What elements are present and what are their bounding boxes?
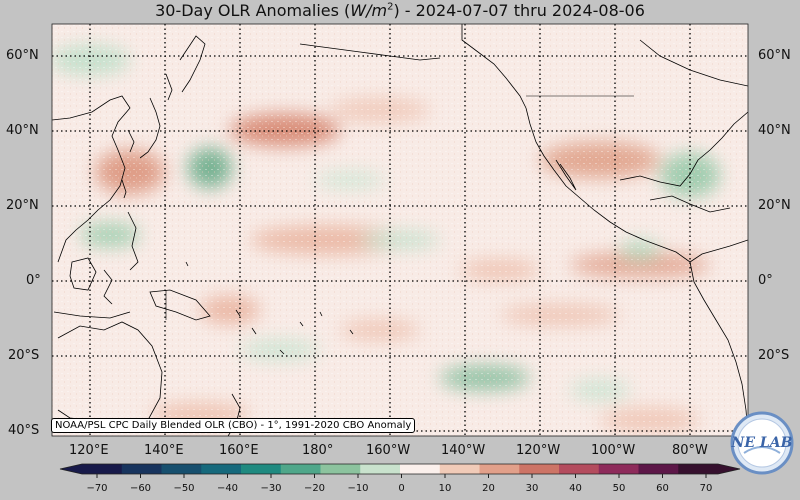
lat-label-right-20s: 20°S (758, 348, 790, 363)
graticule (52, 24, 748, 436)
colorbar-segment (201, 464, 242, 474)
colorbar-frame (59, 463, 741, 475)
title-unit: W/m (350, 1, 388, 20)
colorbar-tick-label: 30 (525, 483, 539, 494)
colorbar-tick-label: −60 (129, 483, 152, 494)
lat-label-right-equator: 0° (758, 273, 773, 288)
colorbar-tick-label: −40 (216, 483, 239, 494)
colorbar-tick-label: 60 (656, 483, 669, 494)
lon-label-160w: 160°W (366, 443, 411, 458)
colorbar-segment (400, 464, 441, 474)
colorbar-segment (280, 464, 322, 474)
lon-label-80w: 80°W (672, 443, 708, 458)
colorbar-tick-label: 0 (398, 483, 405, 494)
lat-label-left-20n: 20°N (6, 198, 39, 213)
lat-label-left-40n: 40°N (6, 123, 39, 138)
noaa-psl-logo: NE LAB (730, 411, 794, 475)
colorbar-tick-label: 40 (569, 483, 582, 494)
colorbar-segment (360, 464, 401, 474)
colorbar-segment (678, 464, 719, 474)
logo-text: NE LAB (731, 435, 793, 451)
colorbar-tick-label: 20 (482, 483, 495, 494)
colorbar-segment (598, 464, 640, 474)
colorbar-tick-label: 70 (699, 483, 713, 494)
colorbar-min-arrow (60, 464, 82, 474)
colorbar-segment (519, 464, 560, 474)
lon-label-140e: 140°E (144, 443, 184, 458)
colorbar-segment (82, 464, 123, 474)
colorbar-segment (479, 464, 520, 474)
lon-label-160e: 160°E (219, 443, 259, 458)
colorbar-tick-label: −30 (260, 483, 282, 494)
lon-label-100w: 100°W (591, 443, 636, 458)
colorbar-tick-label: 10 (438, 483, 452, 494)
title-prefix: 30-Day OLR Anomalies ( (155, 1, 351, 20)
colorbar (59, 463, 741, 478)
colorbar-segment (320, 464, 361, 474)
colorbar-tick-label: −10 (347, 483, 369, 494)
colorbar-tick-label: −20 (303, 483, 326, 494)
lat-label-left-40s: 40°S (8, 423, 40, 438)
lon-label-140w: 140°W (441, 443, 486, 458)
data-credit-label: NOAA/PSL CPC Daily Blended OLR (CBO) - 1… (51, 418, 416, 433)
anomaly-field (52, 24, 748, 436)
colorbar-segment (161, 464, 202, 474)
title-suffix: ) - 2024-07-07 thru 2024-08-06 (393, 1, 645, 20)
colorbar-tick-label: −50 (173, 483, 195, 494)
lat-label-left-equator: 0° (26, 273, 41, 288)
colorbar-tick-label: −70 (86, 483, 108, 494)
colorbar-segment (439, 464, 481, 474)
lat-label-left-20s: 20°S (8, 348, 40, 363)
map-title: 30-Day OLR Anomalies (W/m2) - 2024-07-07… (0, 0, 800, 22)
borders (165, 95, 634, 320)
title-unit-exponent: 2 (387, 1, 394, 13)
colorbar-segment (638, 464, 679, 474)
colorbar-segment (241, 464, 282, 474)
lat-label-right-40n: 40°N (758, 123, 791, 138)
lon-label-120w: 120°W (516, 443, 561, 458)
lon-label-120e: 120°E (69, 443, 109, 458)
colorbar-tick-label: 50 (612, 483, 626, 494)
lat-label-right-20n: 20°N (758, 198, 791, 213)
lon-label-180: 180° (302, 443, 334, 458)
lat-label-left-60n: 60°N (6, 48, 39, 63)
lat-label-right-60n: 60°N (758, 48, 791, 63)
colorbar-segment (559, 464, 600, 474)
colorbar-segment (121, 464, 163, 474)
map-frame (51, 23, 749, 437)
colorbar-max-arrow (718, 464, 740, 474)
